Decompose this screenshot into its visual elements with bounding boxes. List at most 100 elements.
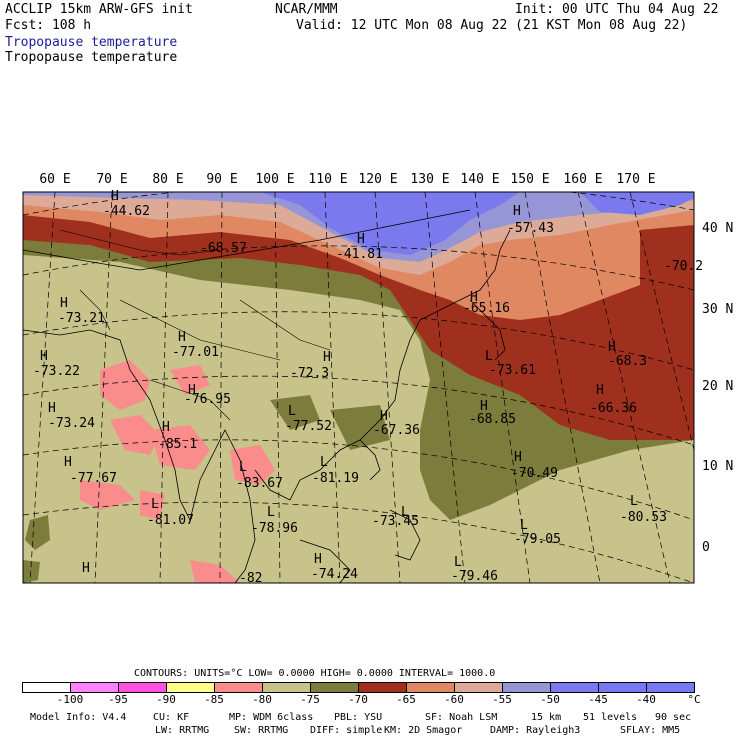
band-neg75-patches [23,395,390,583]
colorbar-label: -55 [492,693,512,706]
extremum-value: -83.67 [236,476,283,491]
extremum-value: -78.96 [251,521,298,536]
colorbar-swatch [262,682,311,693]
low-marker: L [267,505,275,520]
latitude-label: 10 N [702,459,734,474]
high-marker: H [480,399,488,414]
colorbar-swatch [358,682,407,693]
latitude-label: 0 [702,540,710,555]
latitude-label: 30 N [702,302,734,317]
extremum-value: -82 [239,571,263,586]
band-neg50 [260,192,520,255]
colorbar-label: -90 [156,693,176,706]
extremum-value: -68.57 [200,241,247,256]
colorbar-label: -50 [540,693,560,706]
map-frame [22,191,695,584]
latitude-label: 40 N [702,221,734,236]
longitude-label: 60 E [39,172,71,187]
high-marker: H [514,450,522,465]
longitude-label: 160 E [563,172,603,187]
extremum-value: -77.01 [172,345,219,360]
band-neg50-east [580,192,694,215]
colorbar-label: -95 [108,693,128,706]
model-info-item: DIFF: simple [310,725,383,736]
extremum-value: -67.36 [373,423,420,438]
colorbar-swatch [646,682,695,693]
extremum-value: -81.07 [147,513,194,528]
band-neg85 [80,360,275,583]
low-marker: L [320,455,328,470]
model-info-item: DAMP: Rayleigh3 [490,725,581,736]
extremum-value: -80.53 [620,510,667,525]
extremum-value: -79.46 [451,569,498,584]
colorbar-label: °C [687,693,701,706]
colorbar-label: -40 [636,693,656,706]
extremum-value: -73.21 [58,311,105,326]
model-info-item: KM: 2D Smagor [384,725,463,736]
extremum-value: -79.05 [514,532,561,547]
colorbar-swatch [502,682,551,693]
contours-info: CONTOURS: UNITS=°C LOW= 0.0000 HIGH= 0.0… [134,668,496,679]
model-info-item: SF: Noah LSM [425,712,498,723]
extremum-value: -73.24 [48,416,95,431]
forecast-hour: Fcst: 108 h [5,18,92,33]
colorbar-label: -100 [56,693,84,706]
extremum-value: -76.95 [184,392,231,407]
model-info-item: 51 levels [583,712,638,723]
extremum-value: -44.62 [103,204,150,219]
colorbar-swatch [310,682,359,693]
extremum-value: -68.85 [469,412,516,427]
colorbar-swatch [166,682,215,693]
high-marker: H [323,350,331,365]
colorbar-swatch [406,682,455,693]
extremum-value: -68.3 [608,354,648,369]
model-info-item: 15 km [531,712,562,723]
field-title-secondary: Tropopause temperature [5,50,178,65]
low-marker: L [288,404,296,419]
low-marker: L [485,349,493,364]
high-marker: H [64,455,72,470]
longitude-label: 110 E [308,172,348,187]
high-marker: H [48,401,56,416]
colorbar-swatch [454,682,503,693]
extremum-value: -70.2 [664,259,704,274]
longitude-label: 80 E [152,172,184,187]
high-marker: H [513,204,521,219]
longitude-label: 100 E [255,172,295,187]
extremum-value: -81.19 [312,471,359,486]
extremum-value: -57.43 [507,221,554,236]
low-marker: L [401,505,409,520]
model-info-item: Model Info: V4.4 [30,712,127,723]
longitude-label: 90 E [206,172,238,187]
low-marker: L [454,555,462,570]
extremum-value: -73.61 [489,363,536,378]
model-info-item: LW: RRTMG [155,725,210,736]
longitude-label: 130 E [410,172,450,187]
valid-time: Valid: 12 UTC Mon 08 Aug 22 (21 KST Mon … [296,18,688,33]
longitude-label: 170 E [616,172,656,187]
extremum-value: -85.1 [158,437,198,452]
extremum-value: -41.81 [336,247,383,262]
low-marker: L [239,460,247,475]
latitude-label: 20 N [702,379,734,394]
low-marker: L [520,518,528,533]
high-marker: H [357,232,365,247]
model-info-item: 90 sec [655,712,692,723]
colorbar-label: -65 [396,693,416,706]
colorbar-swatch [598,682,647,693]
high-marker: H [162,420,170,435]
high-marker: H [314,552,322,567]
colorbar-label: -80 [252,693,272,706]
colorbar-label: -85 [204,693,224,706]
colorbar-swatch [22,682,71,693]
field-title-primary: Tropopause temperature [5,35,178,50]
model-info-item: PBL: YSU [334,712,383,723]
model-info-item: MP: WDM 6class [229,712,314,723]
extremum-value: -72.3 [290,366,330,381]
extremum-value: -66.36 [590,401,637,416]
high-marker: H [188,383,196,398]
high-marker: H [82,561,90,576]
colorbar-swatch [214,682,263,693]
colorbar-label: -45 [588,693,608,706]
